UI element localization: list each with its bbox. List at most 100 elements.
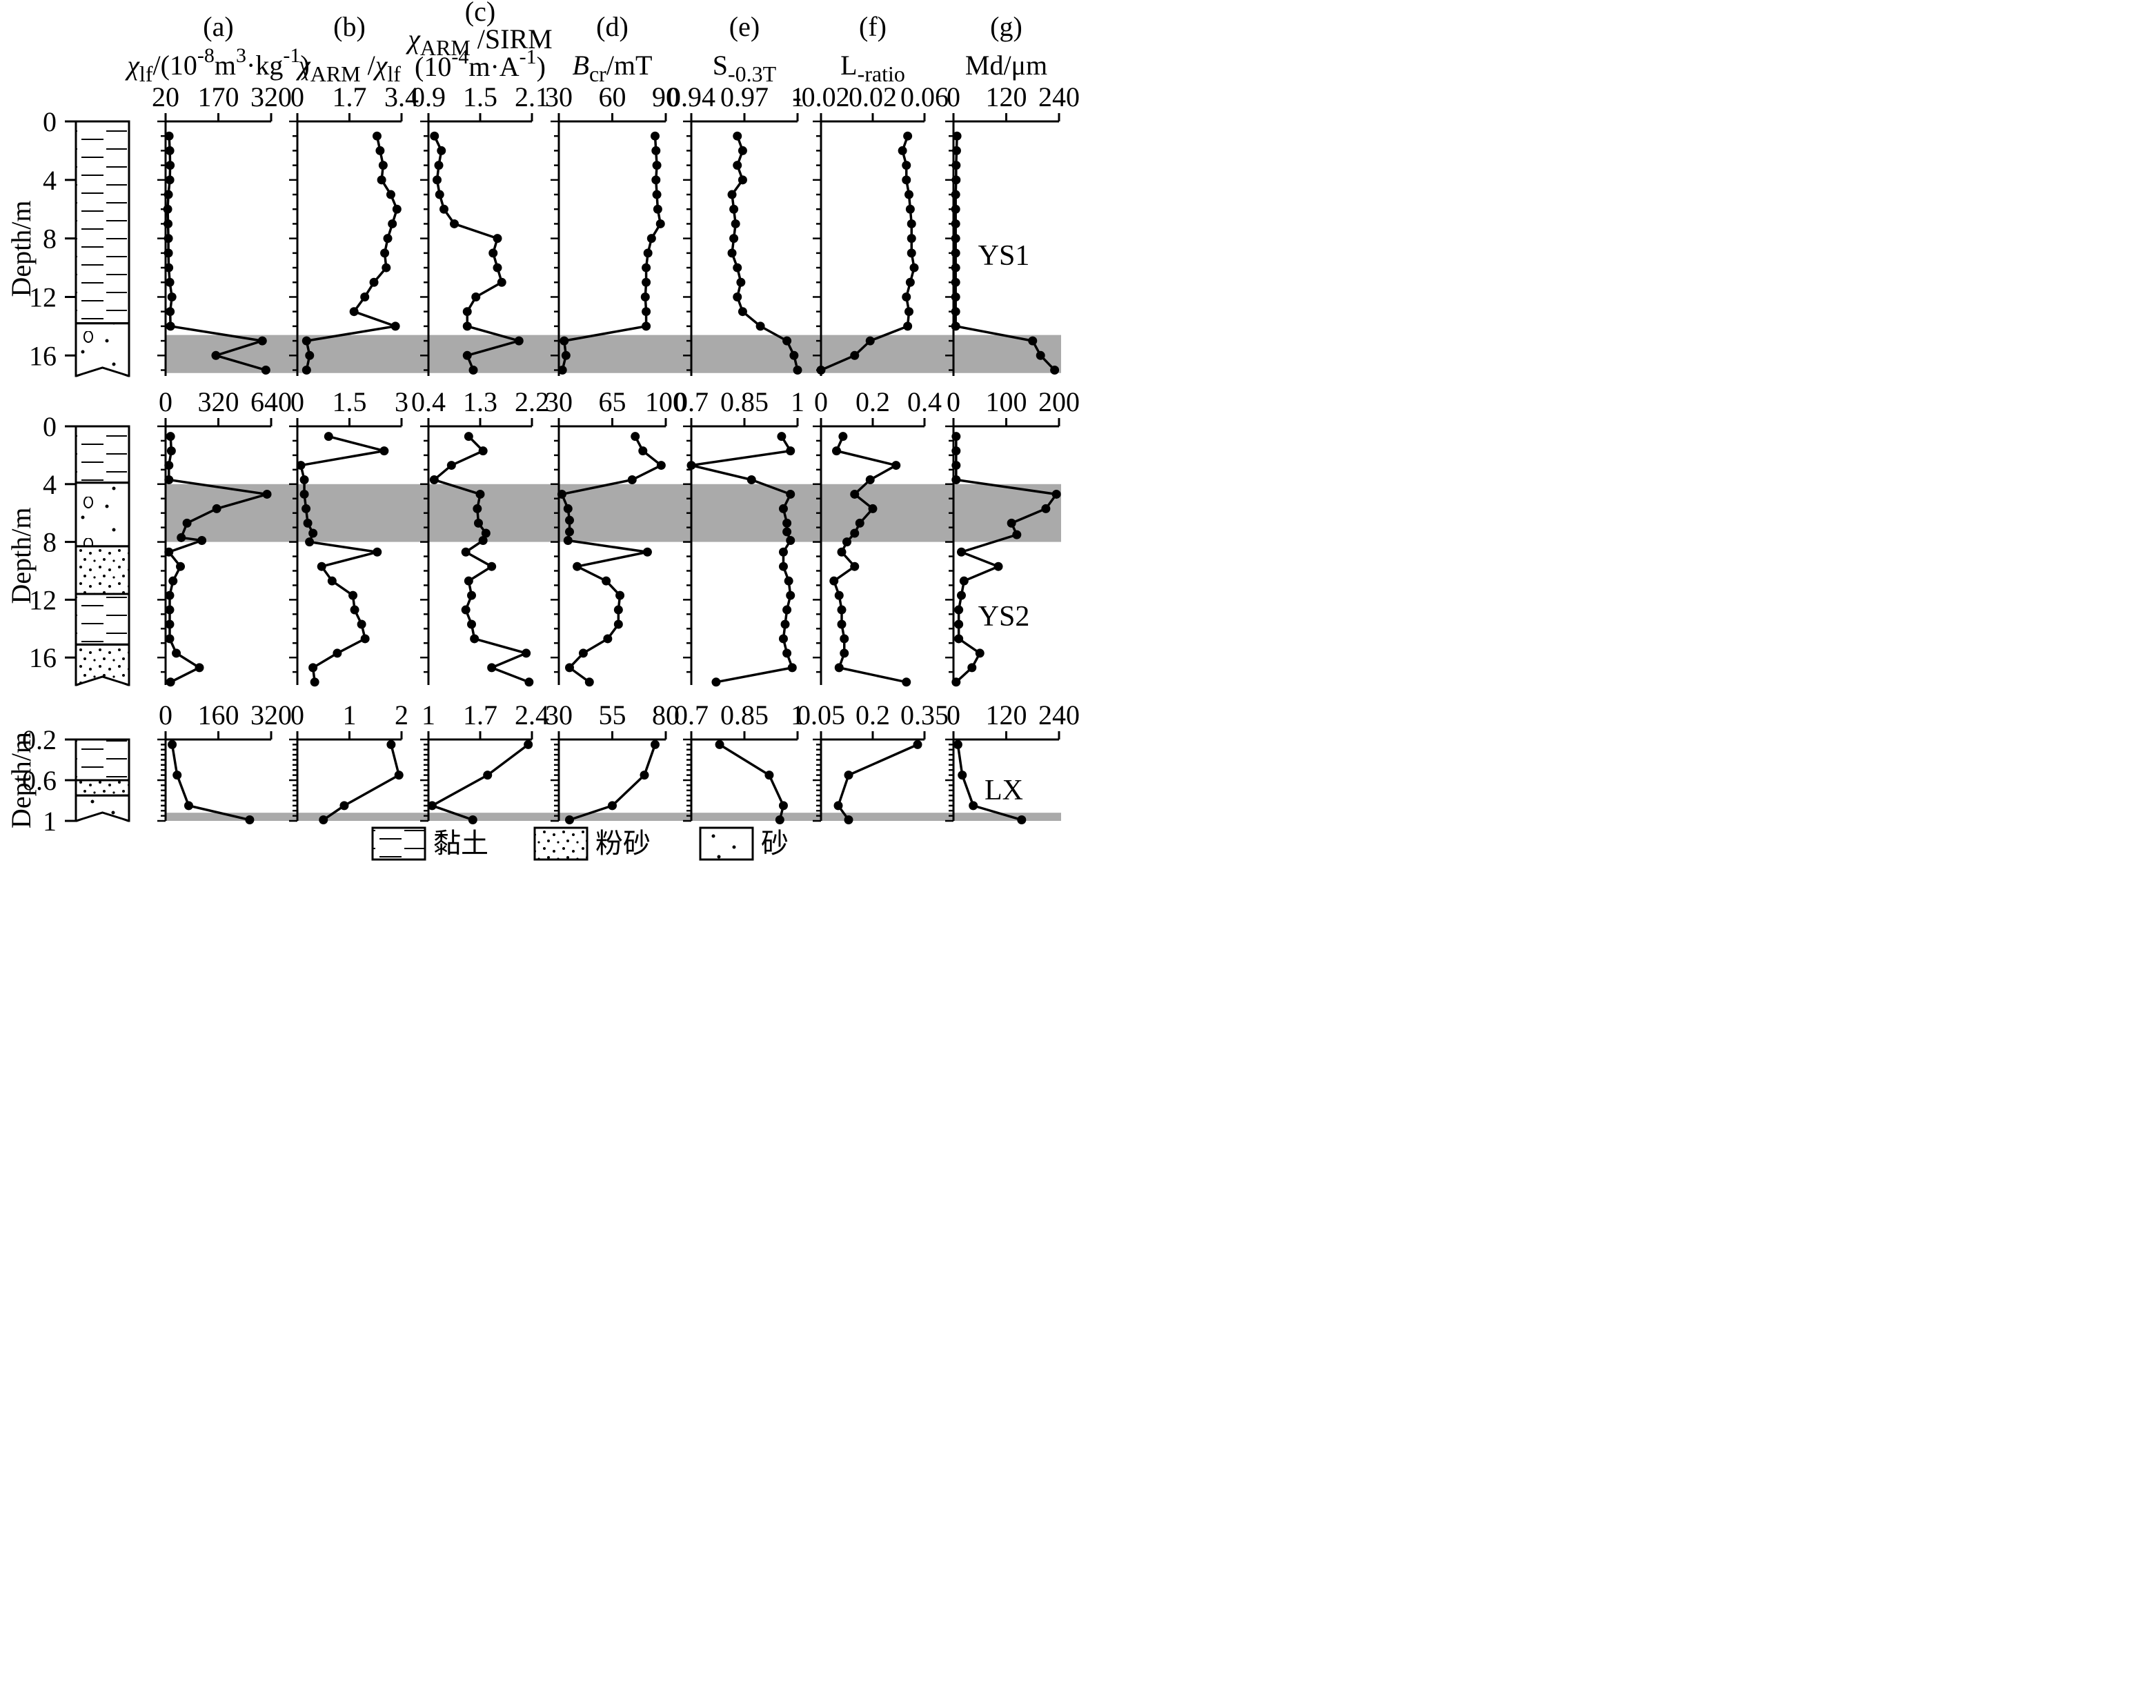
data-point	[907, 234, 916, 244]
data-point	[462, 307, 472, 317]
data-point	[317, 562, 326, 571]
data-point	[832, 446, 841, 456]
data-point	[301, 504, 311, 513]
data-point	[164, 263, 174, 272]
data-point	[172, 771, 182, 780]
data-point	[378, 161, 388, 170]
series-line-LX-f	[837, 743, 918, 821]
data-point	[1036, 350, 1045, 360]
lithology-layer-clay	[75, 425, 130, 484]
data-point	[951, 677, 961, 687]
data-point	[775, 815, 784, 825]
x-tick-label: 0	[947, 699, 960, 731]
data-point	[176, 562, 186, 571]
data-point	[784, 576, 793, 586]
panel-letter: (b)	[333, 11, 366, 42]
lithology-break-mask	[76, 368, 129, 386]
series-line-YS2-e	[690, 435, 794, 684]
depth-axis-title: Depth/m	[6, 201, 37, 297]
data-point	[165, 146, 175, 155]
data-point	[461, 605, 471, 615]
x-tick-label: 0.02	[849, 81, 897, 112]
x-tick-label: 2	[395, 699, 408, 731]
x-tick-label: 170	[198, 81, 239, 112]
x-tick-label: 0.2	[856, 386, 890, 417]
x-tick-label: 60	[599, 81, 626, 112]
data-point	[303, 518, 313, 528]
data-point	[727, 248, 737, 258]
x-tick-label: 0	[947, 81, 960, 112]
data-point	[166, 161, 175, 170]
depth-tick-label: 0	[43, 411, 57, 442]
lithology-layer-sand	[75, 481, 130, 548]
data-point	[780, 619, 790, 629]
data-point	[729, 234, 739, 244]
panel-letter: (d)	[596, 11, 629, 42]
data-point	[197, 536, 207, 546]
data-point	[865, 475, 875, 485]
series-line-YS2-g	[955, 436, 1058, 684]
data-point	[369, 277, 379, 287]
x-tick-label: 640	[250, 386, 292, 417]
data-point	[715, 739, 724, 749]
data-point	[1051, 489, 1061, 499]
x-tick-label: 2.2	[515, 386, 549, 417]
x-tick-label: 0	[290, 386, 304, 417]
data-point	[390, 321, 400, 331]
panel-letter: (g)	[990, 11, 1022, 42]
depth-axis-title: Depth/m	[6, 732, 37, 828]
data-point	[951, 175, 961, 185]
data-point	[951, 234, 960, 244]
data-point	[348, 590, 358, 600]
data-point	[299, 489, 309, 499]
data-point	[301, 366, 311, 375]
data-point	[164, 461, 174, 470]
data-point	[902, 292, 911, 301]
depth-tick-label: 0.6	[22, 765, 57, 796]
data-point	[427, 801, 437, 811]
x-tick-label: 0	[290, 81, 304, 112]
data-point	[902, 161, 911, 170]
data-point	[166, 321, 175, 331]
x-tick-label: 0.06	[900, 81, 949, 112]
panel-letter: (f)	[859, 11, 887, 42]
data-point	[902, 677, 911, 687]
data-point	[952, 131, 962, 141]
data-point	[380, 248, 390, 258]
data-point	[305, 350, 315, 360]
data-point	[245, 815, 255, 825]
data-point	[483, 771, 493, 780]
data-point	[865, 336, 875, 346]
data-point	[954, 605, 964, 615]
data-point	[433, 175, 442, 185]
panel-variable-unit: (10-4m·A-1)	[415, 46, 546, 82]
data-point	[462, 321, 472, 331]
data-point	[642, 307, 651, 317]
shaded-interval	[166, 335, 1061, 373]
panel-letter: (a)	[203, 11, 233, 42]
data-point	[778, 547, 788, 557]
data-point	[437, 146, 446, 155]
data-point	[584, 677, 594, 687]
data-point	[967, 663, 977, 673]
data-point	[165, 605, 175, 615]
data-point	[951, 321, 960, 331]
data-point	[478, 536, 488, 546]
series-line-YS1-a	[166, 136, 266, 372]
data-point	[778, 634, 788, 644]
legend-swatch-sand	[699, 826, 754, 861]
data-point	[392, 204, 402, 214]
data-point	[1041, 504, 1051, 513]
data-point	[262, 489, 272, 499]
data-point	[164, 234, 173, 244]
x-tick-label: 1	[343, 699, 357, 731]
data-point	[383, 234, 393, 244]
x-tick-label: 240	[1038, 81, 1080, 112]
data-point	[493, 234, 502, 244]
data-point	[733, 161, 742, 170]
data-point	[360, 292, 370, 301]
data-point	[184, 801, 193, 811]
x-tick-label: 320	[250, 81, 292, 112]
data-point	[164, 190, 173, 199]
data-point	[168, 739, 177, 749]
